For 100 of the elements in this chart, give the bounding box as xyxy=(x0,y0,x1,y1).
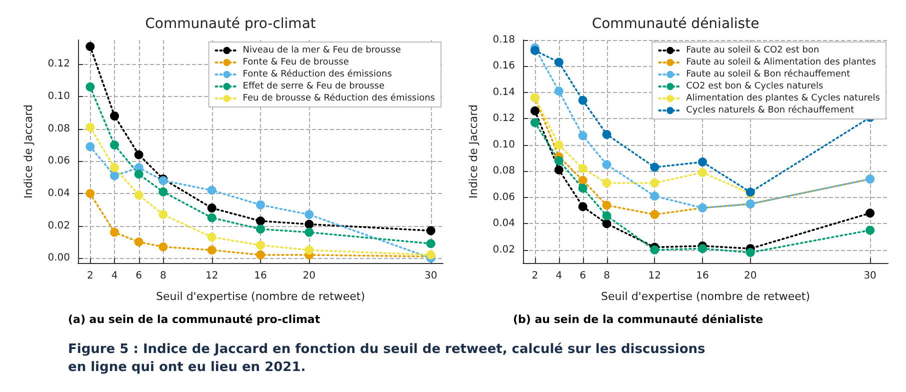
point xyxy=(698,244,708,254)
point xyxy=(602,178,612,188)
point xyxy=(158,210,168,220)
text: (a) au sein de la communauté pro-climat xyxy=(67,313,322,328)
y-tick-label: 0.02 xyxy=(48,220,70,232)
point xyxy=(426,226,436,236)
chart-title: Communauté pro-climat xyxy=(145,16,316,32)
point xyxy=(256,200,265,210)
y-tick-label: 0.12 xyxy=(492,113,515,124)
y-tick-label: 0.10 xyxy=(48,91,70,102)
legend-label: Faute au soleil & Alimentation des plantes xyxy=(686,58,876,68)
point xyxy=(578,96,588,105)
point xyxy=(650,210,660,219)
legend-label: Feu de brousse & Réduction des émissions xyxy=(242,92,436,104)
x-tick-label: 20 xyxy=(744,270,757,282)
point xyxy=(602,130,612,139)
y-tick-label: 0.10 xyxy=(492,139,515,150)
y-tick-label: 0.00 xyxy=(48,252,70,264)
point xyxy=(602,160,612,170)
x-tick-label: 8 xyxy=(160,270,166,282)
point xyxy=(256,240,265,250)
point xyxy=(746,248,755,258)
y-tick-label: 0.06 xyxy=(492,192,515,203)
point xyxy=(134,190,144,200)
legend-label: Fonte & Réduction des émissions xyxy=(242,68,392,80)
point xyxy=(530,46,540,55)
y-tick-label: 0.12 xyxy=(48,58,70,70)
point xyxy=(110,140,119,150)
x-tick-label: 4 xyxy=(111,270,118,282)
x-tick-label: 12 xyxy=(648,270,662,282)
y-axis-title: Indice de Jaccard xyxy=(22,104,35,198)
x-tick-label: 30 xyxy=(864,270,876,282)
x-tick-label: 8 xyxy=(604,270,610,282)
point xyxy=(650,178,660,188)
legend-label: CO2 est bon & Cycles naturels xyxy=(686,82,824,92)
point xyxy=(207,232,216,242)
point xyxy=(134,237,144,246)
chart-title: Communauté dénialiste xyxy=(592,16,760,32)
legend-label: Cycles naturels & Bon réchauffement xyxy=(686,104,855,116)
legend-label: Niveau de la mer & Feu de brousse xyxy=(242,46,402,56)
point xyxy=(698,168,708,177)
legend-label: Effet de serre & Feu de brousse xyxy=(242,82,385,92)
x-tick-label: 2 xyxy=(532,270,538,282)
point xyxy=(426,239,436,248)
y-tick-label: 0.14 xyxy=(492,86,515,98)
x-tick-label: 4 xyxy=(556,270,562,282)
y-tick-label: 0.06 xyxy=(48,156,70,167)
point xyxy=(134,170,144,179)
point xyxy=(602,211,612,220)
point xyxy=(304,246,314,255)
x-tick-label: 30 xyxy=(424,270,438,282)
point xyxy=(134,150,144,160)
point xyxy=(578,184,588,193)
point xyxy=(86,142,95,152)
point xyxy=(110,171,119,180)
point xyxy=(304,228,314,237)
point xyxy=(304,210,314,220)
y-tick-label: 0.08 xyxy=(492,166,515,177)
point xyxy=(602,200,612,210)
point xyxy=(158,242,168,252)
y-tick-label: 0.08 xyxy=(48,123,70,134)
x-tick-label: 20 xyxy=(302,270,316,282)
point xyxy=(554,156,564,166)
point xyxy=(530,118,540,128)
point xyxy=(554,86,564,96)
point xyxy=(207,204,216,213)
point xyxy=(578,131,588,140)
point xyxy=(158,187,168,196)
point xyxy=(256,224,265,234)
x-axis-title: Seuil d'expertise (nombre de retweet) xyxy=(156,290,366,303)
point xyxy=(866,208,875,218)
point xyxy=(207,213,216,222)
x-tick-label: 6 xyxy=(580,270,586,282)
text: (b) au sein de la communauté dénialiste xyxy=(512,313,764,328)
point xyxy=(86,189,95,198)
x-tick-label: 16 xyxy=(696,270,709,282)
point xyxy=(866,226,875,235)
point xyxy=(578,164,588,174)
legend-label: Faute au soleil & CO2 est bon xyxy=(686,46,820,56)
point xyxy=(554,140,564,150)
point xyxy=(256,216,265,226)
point xyxy=(554,165,564,174)
legend-label: Faute au soleil & Bon réchauffement xyxy=(686,68,851,80)
point xyxy=(86,42,95,51)
x-tick-label: 2 xyxy=(86,270,94,282)
point xyxy=(110,228,119,237)
point xyxy=(650,192,660,201)
y-tick-label: 0.04 xyxy=(48,188,70,200)
point xyxy=(110,163,119,172)
y-tick-label: 0.18 xyxy=(492,34,515,46)
point xyxy=(110,111,119,120)
point xyxy=(650,245,660,254)
point xyxy=(256,250,265,260)
caption: Figure 5 : Indice de Jaccard en fonction du seuil de retweet, calculé sur les discussions en ligne qui ont eu lieu en 2021. xyxy=(67,341,706,377)
y-tick-label: 0.02 xyxy=(492,244,515,256)
y-tick-label: 0.16 xyxy=(492,60,515,72)
point xyxy=(650,162,660,172)
x-axis-title: Seuil d'expertise (nombre de retweet) xyxy=(600,290,810,303)
point xyxy=(304,220,314,229)
point xyxy=(554,58,564,67)
